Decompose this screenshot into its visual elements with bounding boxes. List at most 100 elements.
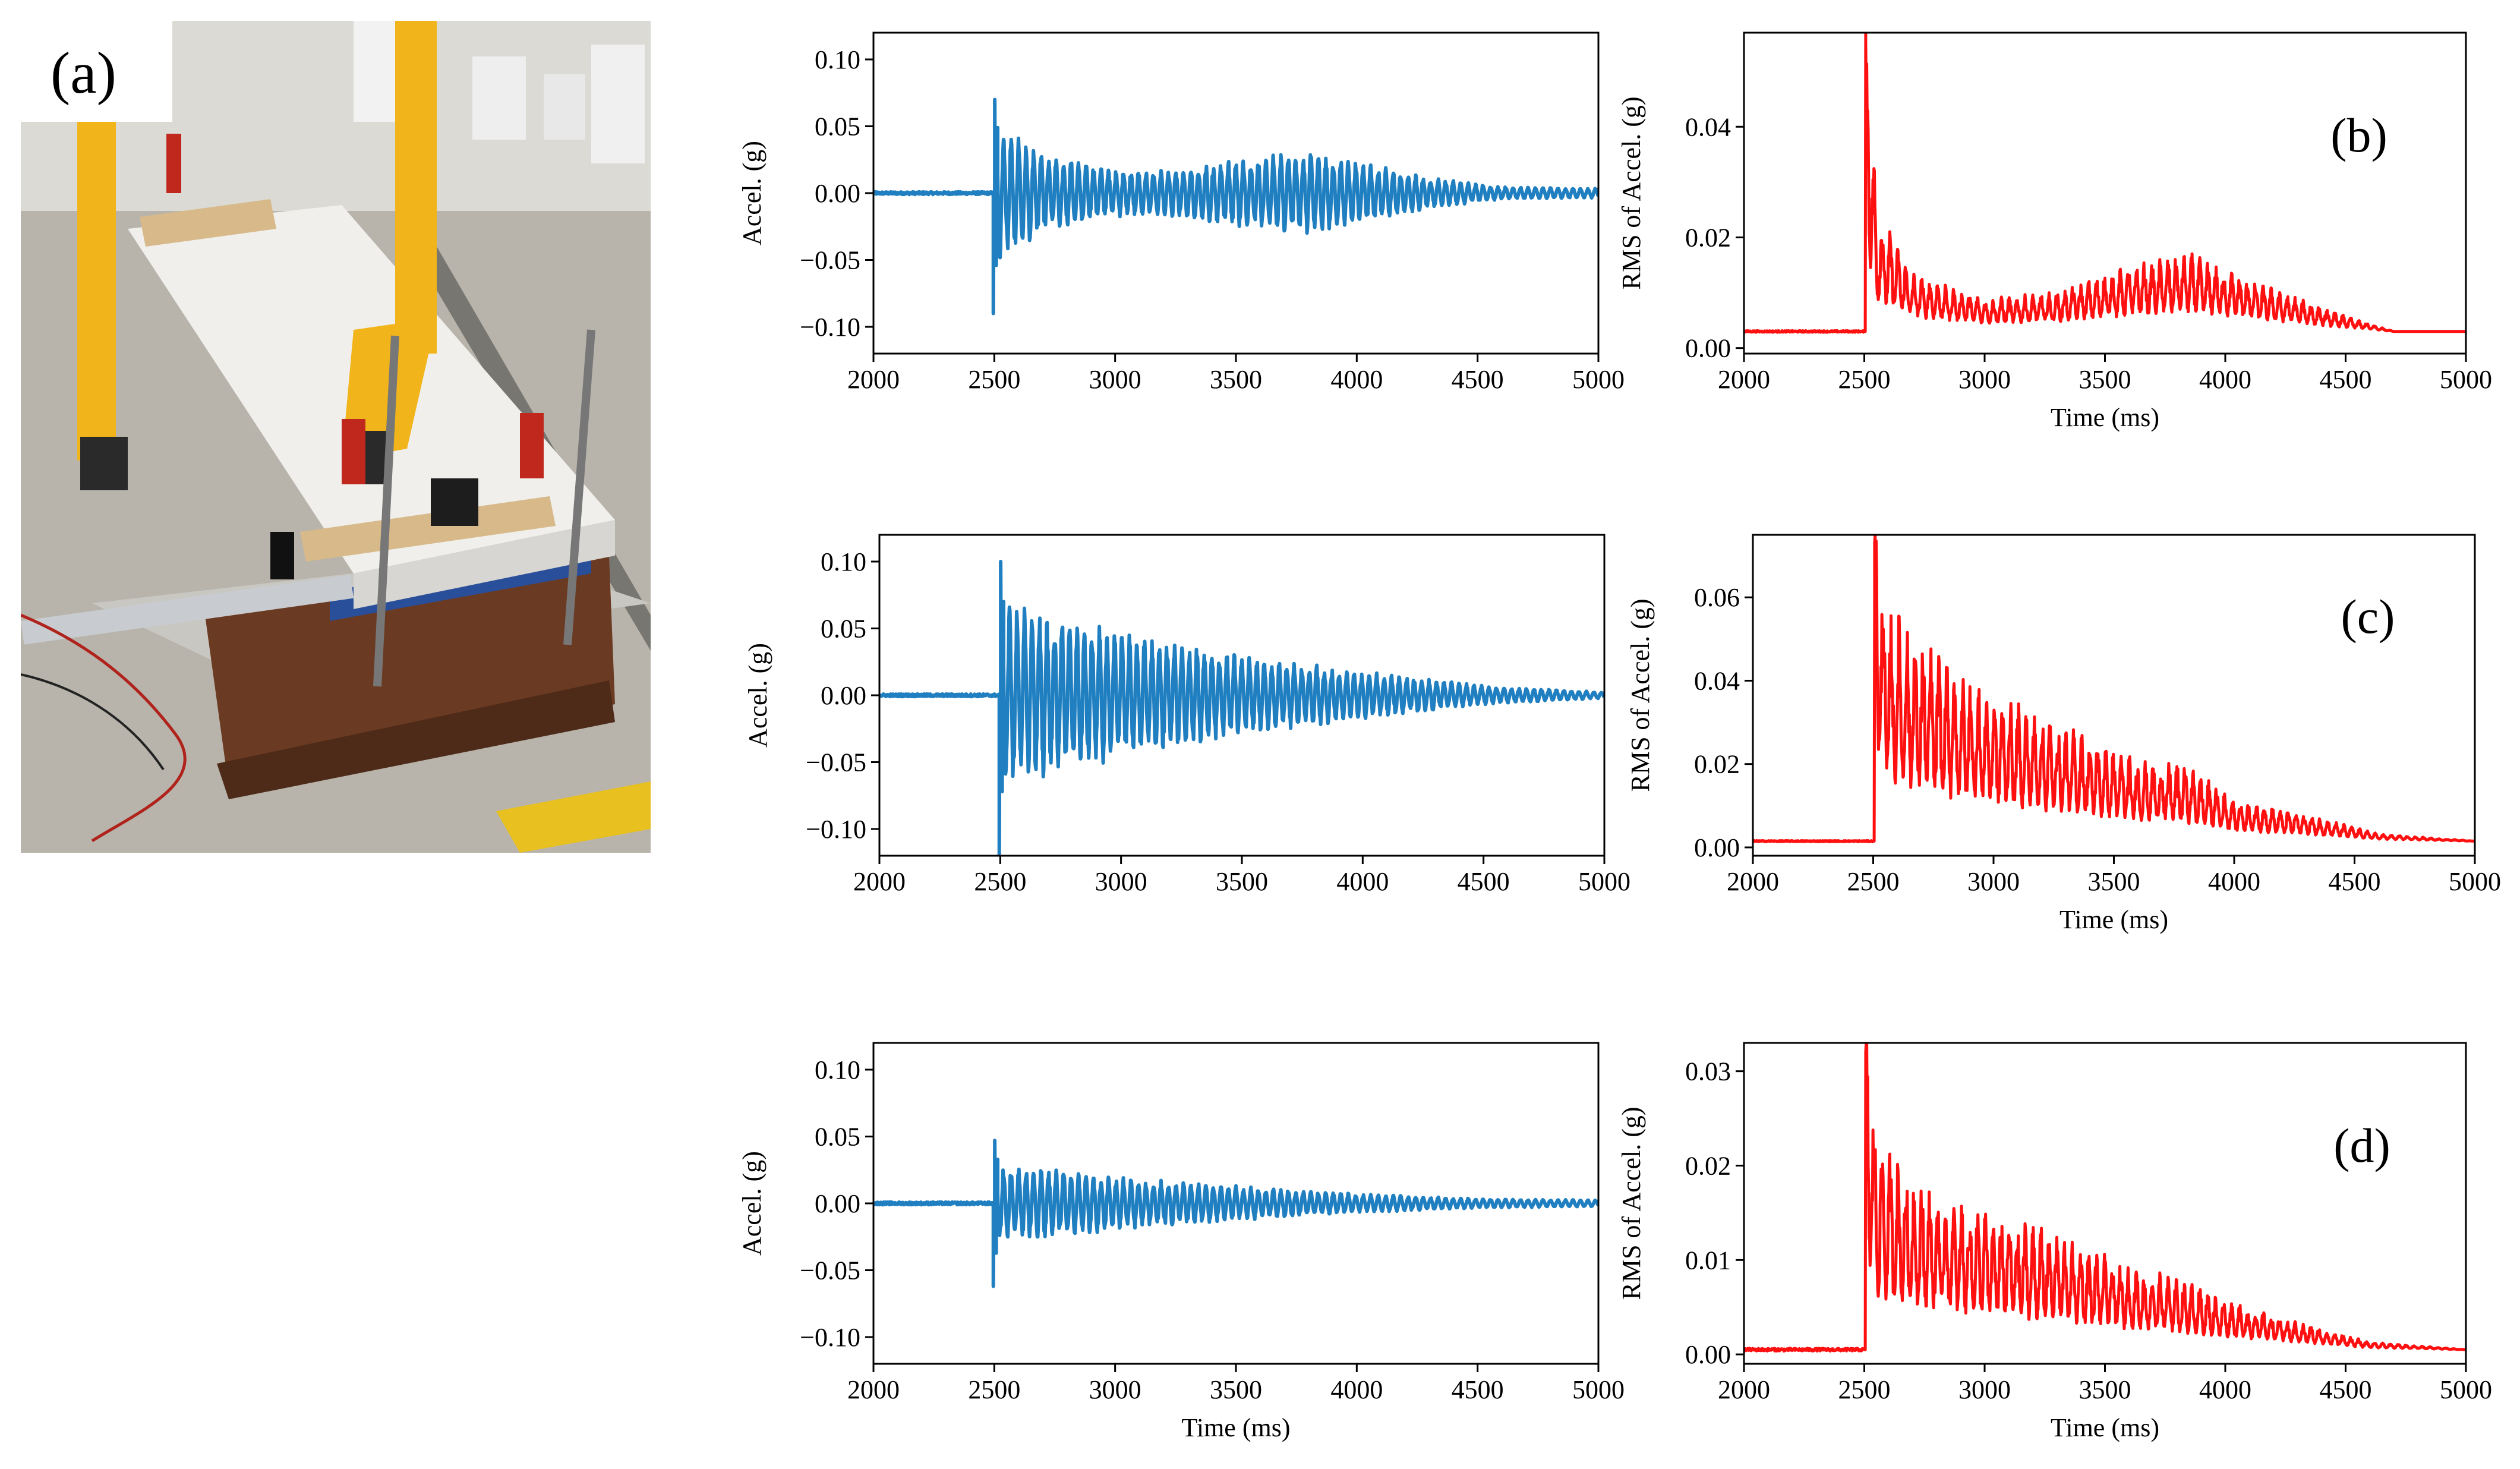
chart-panel-b-rms: 2000 2500 3000 3500 4000 4500 5000 0.00 0.02 0.04…: [1617, 31, 2492, 432]
x-tick-label: 2500: [1838, 365, 1891, 394]
x-tick-label: 4500: [2320, 1375, 2372, 1404]
y-tick-label: −0.10: [800, 313, 860, 342]
panel-label-b: (b): [2330, 108, 2387, 162]
series-line-acceleration: [879, 560, 1604, 856]
y-tick-label: 0.04: [1685, 112, 1731, 141]
x-tick-label: 4000: [2199, 365, 2251, 394]
x-tick-label: 5000: [2440, 1375, 2492, 1404]
x-tick-label: 3500: [2088, 867, 2140, 896]
chart-panel-c-acceleration: 2000 2500 3000 3500 4000 4500 5000 0.10 0.05 0.00…: [743, 534, 1630, 896]
series-line-rms: [1744, 1043, 2466, 1353]
x-tick-label: 2500: [1838, 1375, 1891, 1404]
y-tick-label: 0.03: [1685, 1057, 1731, 1086]
series-line-rms: [1753, 535, 2475, 843]
x-axis-label: Time (ms): [1182, 1413, 1291, 1442]
test-setup-photo: (a): [21, 21, 651, 853]
x-tick-label: 2000: [1718, 1375, 1770, 1404]
x-tick-label: 3500: [1216, 867, 1268, 896]
y-axis-label: RMS of Accel. (g): [1626, 598, 1655, 792]
x-tick-label: 3500: [2079, 1375, 2131, 1404]
x-axis-label: Time (ms): [2051, 1413, 2159, 1442]
x-tick-label: 4000: [1330, 1375, 1383, 1404]
y-tick-label: 0.00: [1685, 1340, 1731, 1369]
x-tick-label: 4500: [1452, 365, 1504, 394]
x-tick-label: 3500: [1210, 1375, 1262, 1404]
y-tick-label: 0.02: [1685, 223, 1731, 252]
x-tick-label: 3000: [1089, 365, 1141, 394]
y-tick-label: 0.00: [815, 179, 860, 208]
x-tick-label: 3000: [1089, 1375, 1141, 1404]
y-axis-label: RMS of Accel. (g): [1617, 96, 1646, 289]
y-axis-label: Accel. (g): [737, 141, 767, 245]
plot-frame: [1743, 1042, 2467, 1365]
y-tick-label: 0.05: [815, 112, 860, 141]
x-tick-label: 2500: [968, 365, 1020, 394]
y-tick-label: −0.05: [800, 246, 860, 275]
y-tick-label: −0.05: [806, 748, 866, 777]
y-axis-label: Accel. (g): [743, 643, 772, 748]
x-tick-label: 5000: [1572, 1375, 1625, 1404]
panel-a-label-box: (a): [21, 21, 172, 122]
x-tick-label: 2000: [847, 1375, 900, 1404]
x-tick-label: 3000: [1095, 867, 1147, 896]
x-tick-label: 5000: [1578, 867, 1630, 896]
x-tick-label: 3500: [2079, 365, 2131, 394]
y-tick-label: 0.00: [815, 1189, 860, 1218]
y-tick-label: −0.05: [800, 1256, 860, 1285]
x-tick-label: 5000: [2449, 867, 2501, 896]
y-tick-label: 0.10: [815, 45, 860, 74]
y-tick-label: 0.05: [821, 614, 866, 644]
x-tick-label: 4000: [1336, 867, 1389, 896]
x-tick-label: 2500: [968, 1375, 1020, 1404]
x-axis-label: Time (ms): [2051, 403, 2159, 432]
panel-a-label: (a): [51, 40, 116, 106]
x-tick-label: 3500: [1210, 365, 1262, 394]
x-tick-label: 2500: [974, 867, 1026, 896]
y-tick-label: 0.05: [815, 1123, 860, 1152]
y-tick-label: −0.10: [800, 1323, 860, 1352]
y-axis-label: RMS of Accel. (g): [1617, 1107, 1646, 1300]
y-tick-label: 0.10: [821, 547, 866, 576]
x-tick-label: 4500: [2329, 867, 2381, 896]
x-axis-label: Time (ms): [2059, 905, 2168, 934]
x-tick-label: 3000: [1958, 365, 2011, 394]
y-tick-label: 0.06: [1694, 583, 1740, 612]
chart-panel-c-rms: 2000 2500 3000 3500 4000 4500 5000 0.00 0.02 0.04…: [1626, 534, 2501, 934]
y-tick-label: −0.10: [806, 815, 866, 844]
x-tick-label: 4500: [1452, 1375, 1504, 1404]
x-tick-label: 2000: [847, 365, 900, 394]
panel-label-c: (c): [2341, 590, 2395, 644]
x-tick-label: 3000: [1958, 1375, 2011, 1404]
chart-panel-b-acceleration: 2000 2500 3000 3500 4000 4500 5000 0.10 0.05 0.00…: [737, 31, 1625, 394]
y-tick-label: 0.01: [1685, 1246, 1731, 1275]
x-tick-label: 4000: [2199, 1375, 2251, 1404]
x-tick-label: 2000: [853, 867, 906, 896]
x-tick-label: 2500: [1847, 867, 1900, 896]
y-tick-label: 0.00: [1694, 833, 1740, 862]
x-tick-label: 4500: [2320, 365, 2372, 394]
x-tick-label: 4500: [1458, 867, 1510, 896]
y-axis-label: Accel. (g): [737, 1151, 767, 1256]
plot-frame: [1752, 534, 2476, 857]
x-tick-label: 4000: [1330, 365, 1383, 394]
series-line-acceleration: [873, 97, 1598, 316]
chart-panel-d-acceleration: 2000 2500 3000 3500 4000 4500 5000 0.10 0.05 0.00…: [737, 1042, 1625, 1442]
x-tick-label: 2000: [1727, 867, 1779, 896]
y-tick-label: 0.04: [1694, 666, 1740, 695]
series-line-rms: [1744, 33, 2466, 334]
test-setup-illustration: [21, 21, 651, 853]
x-tick-label: 3000: [1967, 867, 2020, 896]
x-tick-label: 5000: [2440, 365, 2492, 394]
y-tick-label: 0.00: [1685, 334, 1731, 363]
x-tick-label: 4000: [2208, 867, 2260, 896]
y-tick-label: 0.00: [821, 681, 866, 710]
panel-label-d: (d): [2333, 1118, 2390, 1172]
plot-frame: [1743, 31, 2467, 355]
x-tick-label: 2000: [1718, 365, 1770, 394]
chart-panel-d-rms: 2000 2500 3000 3500 4000 4500 5000 0.00 0.01 0.02…: [1617, 1042, 2492, 1442]
y-tick-label: 0.02: [1685, 1151, 1731, 1180]
y-tick-label: 0.02: [1694, 750, 1740, 779]
series-line-acceleration: [873, 1139, 1598, 1288]
y-tick-label: 0.10: [815, 1055, 860, 1085]
